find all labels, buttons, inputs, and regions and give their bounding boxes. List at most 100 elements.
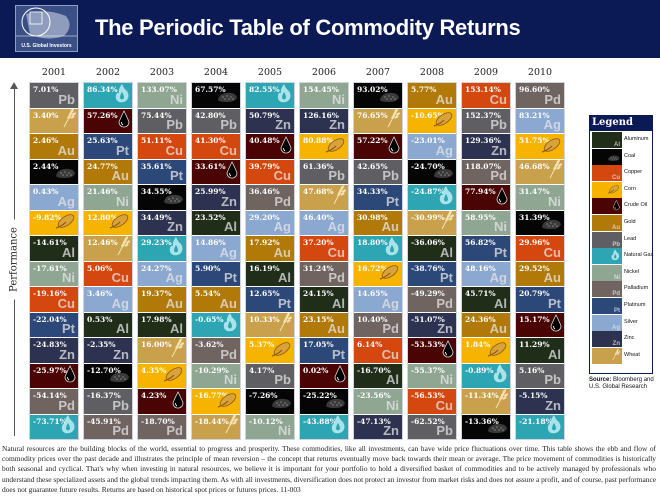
year-header: 2004: [203, 67, 229, 78]
flame-icon: [168, 236, 184, 260]
element-symbol: Al: [386, 372, 399, 388]
element-symbol: Ag: [327, 219, 345, 235]
element-symbol: Cu: [327, 244, 345, 260]
return-value: -7.26%: [249, 391, 278, 400]
return-value: -0.65%: [195, 314, 224, 324]
corn-icon: [607, 184, 620, 197]
commodity-cell-wheat: 3.40%: [30, 108, 78, 134]
year-column: 86.34% 57.26% 25.63% Pt 24.77% Au 21.46% Ni 12.8…: [83, 82, 133, 440]
commodity-cell-aluminum: 17.98% Al: [138, 312, 186, 338]
legend-label: Lead: [624, 235, 637, 242]
coal-icon: [540, 215, 562, 234]
return-value: 46.68%: [519, 161, 550, 171]
legend-item: Al Aluminum: [592, 132, 652, 149]
element-symbol: Zn: [491, 142, 507, 158]
return-value: 24.27%: [141, 263, 172, 273]
return-value: 18.80%: [357, 238, 388, 247]
return-value: 86.34%: [87, 85, 118, 94]
element-symbol: Ni: [614, 274, 620, 281]
element-symbol: Zn: [329, 117, 345, 133]
return-value: 46.40%: [303, 212, 334, 222]
return-value: 51.75%: [519, 136, 550, 145]
return-value: 154.45%: [303, 85, 339, 94]
return-value: -47.13%: [357, 416, 391, 426]
return-value: 10.40%: [357, 314, 388, 324]
element-symbol: Pt: [440, 270, 453, 286]
year-header: 2005: [257, 67, 283, 78]
element-symbol: Zn: [437, 321, 453, 337]
commodity-cell-corn: 16.72%: [354, 261, 402, 287]
return-value: 82.55%: [249, 85, 280, 94]
corn-icon: [378, 263, 400, 285]
element-symbol: Cu: [543, 244, 561, 260]
legend-item: Coal: [592, 148, 652, 166]
commodity-cell-platinum: -38.76% Pt: [408, 261, 456, 287]
return-value: 152.37%: [465, 110, 501, 120]
commodity-cell-lead: 75.44% Pb: [138, 108, 186, 134]
commodity-cell-silver: 0.43% Ag: [30, 185, 78, 210]
commodity-cell-aluminum: 24.15% Al: [300, 287, 348, 312]
commodity-cell-corn: -16.77%: [192, 389, 240, 414]
element-symbol: Al: [440, 244, 453, 260]
return-value: -23.56%: [357, 391, 391, 400]
return-value: 3.46%: [87, 289, 113, 298]
legend-label: Platinum: [624, 302, 646, 308]
legend-title: Legend: [590, 116, 652, 131]
commodity-cell-natural-gas: -24.87%: [408, 185, 456, 210]
return-value: 5.37%: [249, 340, 275, 349]
element-symbol: Pt: [224, 270, 237, 286]
return-value: 29.52%: [519, 263, 550, 273]
element-symbol: Ag: [435, 142, 453, 158]
year-header: 2007: [365, 67, 391, 78]
commodity-cell-silver: 83.21% Ag: [516, 108, 564, 134]
commodity-cell-wheat: 76.65%: [354, 108, 402, 134]
footer-line: to be actively managed by professionals …: [2, 464, 656, 484]
corn-icon: [540, 136, 562, 158]
legend-label: Palladium: [624, 285, 649, 292]
wheat-icon: [278, 312, 292, 337]
commodity-cell-aluminum: 23.52% Al: [192, 210, 240, 236]
wheat-icon: [116, 236, 130, 260]
element-symbol: Pb: [544, 372, 561, 388]
return-value: -22.04%: [33, 314, 67, 324]
return-value: -11.34%: [465, 391, 499, 400]
corn-icon: [54, 212, 76, 234]
commodity-cell-silver: 24.27% Ag: [138, 261, 186, 287]
element-symbol: Cu: [57, 295, 75, 311]
axis-label: Performance: [8, 219, 20, 300]
element-symbol: Au: [435, 91, 453, 107]
legend-item: Crude Oil: [592, 198, 652, 215]
return-value: -51.07%: [411, 314, 445, 324]
performance-axis: Performance: [4, 82, 24, 439]
commodity-cell-silver: 14.65% Ag: [354, 287, 402, 312]
return-value: 61.36%: [303, 161, 334, 171]
element-symbol: Ag: [273, 219, 291, 235]
return-value: 24.77%: [87, 161, 118, 171]
return-value: 25.63%: [87, 136, 118, 145]
corn-icon: [270, 340, 292, 362]
return-value: 34.33%: [357, 187, 388, 196]
commodity-cell-palladium: 10.40% Pd: [354, 312, 402, 338]
return-value: 23.52%: [195, 212, 226, 222]
return-value: -21.18%: [519, 416, 553, 426]
commodity-cell-wheat: -11.34%: [462, 389, 510, 414]
commodity-cell-gold: 2.46% Au: [30, 134, 78, 159]
return-value: 76.65%: [357, 110, 388, 120]
logo-text: U.S. Global Investors: [21, 43, 72, 49]
legend-item: Wheat: [592, 347, 652, 365]
commodity-cell-silver: 29.20% Ag: [246, 210, 294, 236]
element-symbol: Al: [614, 142, 620, 148]
commodity-cell-copper: 6.14% Cu: [354, 338, 402, 363]
page-title: The Periodic Table of Commodity Returns: [95, 15, 521, 40]
return-value: -36.06%: [411, 238, 445, 247]
footer-line: commodities is historically both seasona…: [2, 454, 656, 474]
legend-item: Pb Lead: [592, 231, 652, 249]
commodity-cell-gold: 5.54% Au: [192, 287, 240, 312]
commodity-cell-zinc: -51.07% Zn: [408, 312, 456, 338]
return-value: 39.79%: [249, 161, 280, 171]
element-symbol: Ag: [219, 244, 237, 260]
return-value: 11.29%: [519, 340, 550, 349]
commodity-cell-natural-gas: -21.18%: [516, 414, 564, 440]
return-value: 2.46%: [33, 136, 59, 145]
element-symbol: Pb: [58, 91, 75, 107]
